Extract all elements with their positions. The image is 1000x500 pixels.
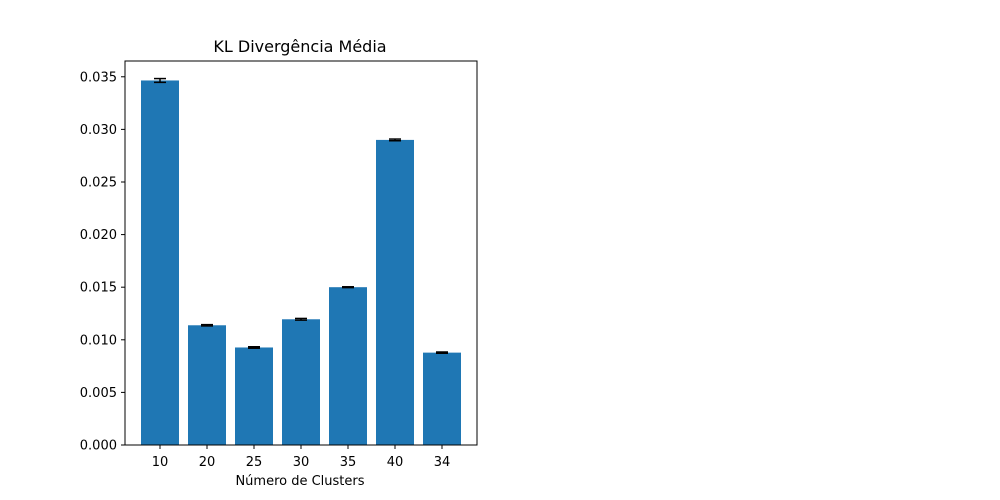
x-tick-label-34: 34 xyxy=(434,455,451,470)
x-axis: 10 20 25 30 35 40 34 xyxy=(152,445,451,470)
y-tick-label-0.005: 0.005 xyxy=(80,386,117,401)
x-tick-label-25: 25 xyxy=(246,455,263,470)
bar-34 xyxy=(423,352,461,445)
bar-40 xyxy=(376,139,414,445)
bars-group xyxy=(141,80,461,445)
error-bar-30 xyxy=(295,317,307,321)
bar-35 xyxy=(329,287,367,445)
error-bar-10 xyxy=(154,77,166,84)
x-tick-label-30: 30 xyxy=(293,455,310,470)
x-tick-label-20: 20 xyxy=(199,455,216,470)
chart-title: KL Divergência Média xyxy=(213,37,386,56)
y-tick-label-0.020: 0.020 xyxy=(80,228,117,243)
y-tick-label-0.000: 0.000 xyxy=(80,439,117,454)
y-tick-label-0.010: 0.010 xyxy=(80,333,117,348)
bar-30 xyxy=(282,319,320,445)
y-tick-label-0.030: 0.030 xyxy=(80,123,117,138)
y-tick-label-0.025: 0.025 xyxy=(80,175,117,190)
x-tick-label-35: 35 xyxy=(340,455,357,470)
bar-10 xyxy=(141,80,179,445)
x-tick-label-10: 10 xyxy=(152,455,169,470)
error-bar-40 xyxy=(389,138,401,142)
bar-20 xyxy=(188,325,226,445)
error-bar-20 xyxy=(201,323,213,327)
x-tick-label-40: 40 xyxy=(387,455,404,470)
error-bar-34 xyxy=(436,351,448,355)
y-axis: 0.000 0.005 0.010 0.015 0.020 0.025 0.030 0.035 xyxy=(80,70,125,454)
error-bar-35 xyxy=(342,286,354,289)
error-bars-group xyxy=(154,77,448,355)
bar-25 xyxy=(235,347,273,445)
y-tick-label-0.035: 0.035 xyxy=(80,70,117,85)
y-tick-label-0.015: 0.015 xyxy=(80,281,117,296)
x-axis-label: Número de Clusters xyxy=(235,474,364,489)
error-bar-25 xyxy=(248,345,260,349)
